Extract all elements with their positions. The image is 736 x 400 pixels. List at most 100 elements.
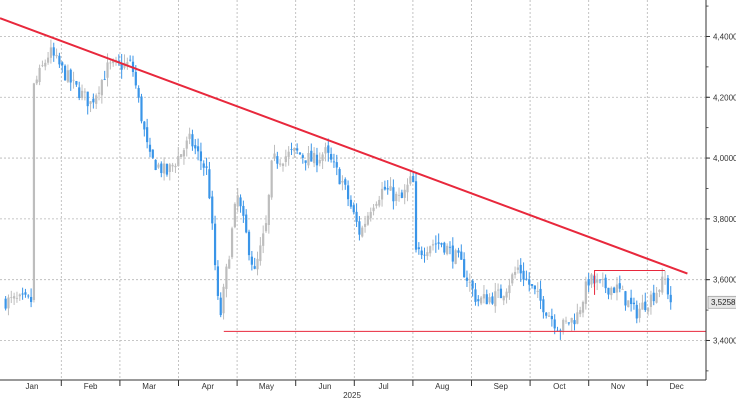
candle-body xyxy=(403,189,406,198)
candle-body xyxy=(511,274,514,284)
candle-body xyxy=(120,62,123,70)
candle-body xyxy=(279,163,282,165)
candle-body xyxy=(69,69,72,83)
candle-body xyxy=(666,278,670,295)
candle-body xyxy=(564,320,568,322)
candle-body xyxy=(437,242,440,244)
candle-body xyxy=(225,266,228,289)
candle-body xyxy=(358,221,361,235)
candle-body xyxy=(621,289,624,290)
candle-body xyxy=(80,90,84,99)
candle-body xyxy=(545,312,548,316)
annotations xyxy=(0,17,706,332)
candle-body xyxy=(536,290,539,292)
candle-body xyxy=(21,293,24,295)
candle-body xyxy=(174,165,177,168)
candle-body xyxy=(533,285,536,290)
candle-body xyxy=(488,297,491,303)
candle-body xyxy=(143,121,146,130)
candle-body xyxy=(431,244,435,246)
x-tick-label: Nov xyxy=(611,382,625,391)
x-tick-label: Jun xyxy=(319,382,332,391)
y-tick-label: 3,8000 xyxy=(713,215,736,224)
candle-body xyxy=(372,207,375,212)
candle-body xyxy=(420,250,423,256)
candle-body xyxy=(202,163,205,168)
candle-body xyxy=(219,297,222,316)
candle-body xyxy=(525,278,528,280)
candle-body xyxy=(13,296,16,299)
y-tick-label: 4,0000 xyxy=(713,154,736,163)
candle-body xyxy=(426,252,429,257)
candle-body xyxy=(409,176,412,184)
candle-body xyxy=(46,57,50,63)
candle-body xyxy=(363,223,367,227)
candle-body xyxy=(539,288,542,301)
candle-body xyxy=(140,96,143,122)
candle-body xyxy=(513,271,517,275)
candle-body xyxy=(346,185,350,200)
candle-body xyxy=(287,151,290,157)
candle-body xyxy=(655,292,658,303)
candle-body xyxy=(196,146,200,152)
candle-body xyxy=(601,279,604,280)
x-tick-label: Sep xyxy=(494,382,509,391)
candle-body xyxy=(293,147,296,152)
candle-body xyxy=(83,91,86,93)
candle-body xyxy=(414,181,418,250)
candle-body xyxy=(129,59,132,61)
candle-body xyxy=(233,203,236,228)
x-axis: 2025 Jan Feb Mar Apr May Jun Jul Aug Sep Oct Nov De… xyxy=(0,379,706,400)
candle-body xyxy=(627,300,630,308)
candle-body xyxy=(451,245,454,262)
candle-body xyxy=(18,294,21,297)
candle-body xyxy=(180,154,183,158)
candle-body xyxy=(208,169,211,199)
y-tick-label: 4,4000 xyxy=(713,32,736,41)
candle-body xyxy=(562,319,565,331)
candle-body xyxy=(4,298,7,309)
candle-body xyxy=(191,134,194,147)
candle-body xyxy=(270,160,273,198)
candle-body xyxy=(369,211,372,219)
candle-body xyxy=(460,251,463,260)
candle-body xyxy=(106,62,109,78)
candle-body xyxy=(321,154,324,161)
candle-body xyxy=(324,147,327,154)
candle-body xyxy=(375,203,378,206)
candle-body xyxy=(290,149,293,150)
candle-body xyxy=(522,270,525,280)
candle-body xyxy=(352,205,355,213)
candle-body xyxy=(661,276,664,293)
candle-body xyxy=(89,101,92,104)
candle-body xyxy=(10,297,13,298)
candle-body xyxy=(630,297,633,305)
y-tick-label: 3,6000 xyxy=(713,276,736,285)
candle-body xyxy=(610,287,613,296)
candle-body xyxy=(211,196,214,224)
candle-body xyxy=(423,254,426,256)
candle-body xyxy=(480,297,483,304)
candle-body xyxy=(41,65,44,67)
x-tick-label: Feb xyxy=(84,382,98,391)
candle-body xyxy=(148,144,152,152)
candle-body xyxy=(596,279,599,283)
candle-body xyxy=(395,193,398,202)
y-tick-label: 4,2000 xyxy=(713,93,736,102)
x-tick-label: Apr xyxy=(202,382,215,391)
candle-body xyxy=(92,98,95,103)
candle-body xyxy=(576,312,579,324)
candle-body xyxy=(27,295,30,297)
candle-body xyxy=(550,315,553,320)
candle-body xyxy=(641,302,644,310)
candle-body xyxy=(61,62,64,66)
candle-body xyxy=(502,296,505,301)
candle-body xyxy=(171,164,174,167)
candle-body xyxy=(100,80,103,96)
x-tick-label: Mar xyxy=(142,382,156,391)
candle-body xyxy=(380,188,384,200)
candle-body xyxy=(349,199,353,207)
candle-body xyxy=(505,291,508,298)
candle-body xyxy=(635,304,638,319)
candle-body xyxy=(417,247,420,250)
